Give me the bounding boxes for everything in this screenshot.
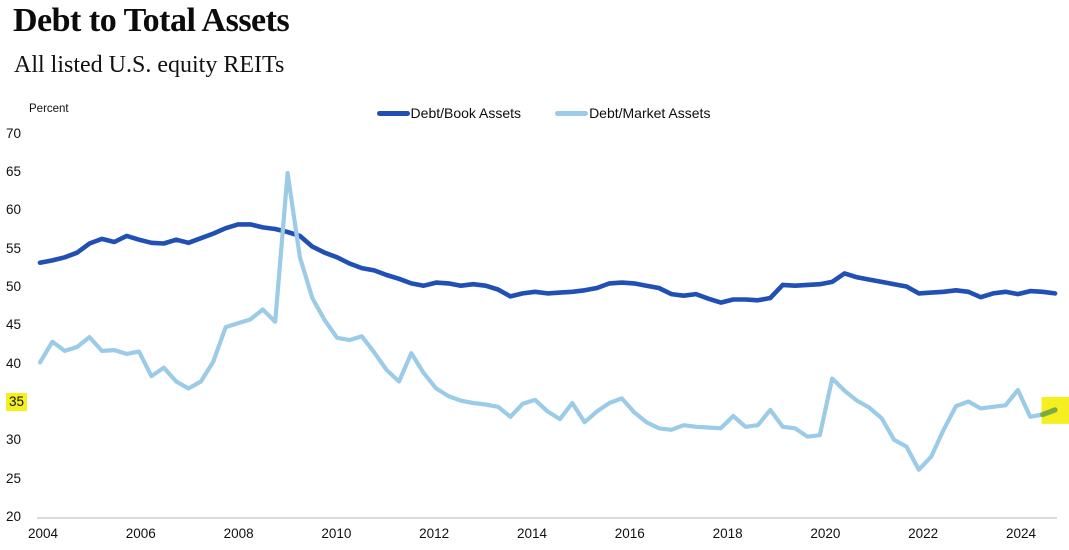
x-tick-label: 2006 — [125, 526, 156, 541]
y-tick-label: 60 — [6, 202, 22, 218]
y-tick-label: 25 — [6, 470, 22, 486]
y-tick-label: 35 — [6, 393, 36, 411]
x-tick-label: 2020 — [810, 526, 841, 541]
x-tick-label: 2008 — [223, 526, 254, 541]
x-tick-label: 2022 — [908, 526, 939, 541]
y-tick-label: 30 — [6, 432, 22, 448]
x-tick-label: 2004 — [27, 526, 59, 541]
y-tick-label: 45 — [6, 317, 22, 333]
debt-book-swatch-icon — [376, 110, 410, 116]
legend-item-debt-market: Debt/Market Assets — [555, 105, 710, 121]
series-line-debt-book-assets — [37, 222, 1058, 305]
y-tick-label: 70 — [6, 125, 22, 141]
page-title: Debt to Total Assets — [13, 2, 290, 39]
x-tick-label: 2024 — [1005, 526, 1037, 541]
x-tick-label: 2018 — [712, 526, 743, 541]
y-axis-unit-label: Percent — [29, 103, 69, 115]
x-tick-label: 2016 — [614, 526, 645, 541]
debt-market-swatch-icon — [555, 110, 589, 116]
legend-label-debt-book: Debt/Book Assets — [410, 105, 522, 121]
y-tick-label: 40 — [6, 355, 22, 371]
y-tick-label: 65 — [6, 164, 22, 179]
x-tick-label: 2010 — [321, 526, 352, 541]
page-subtitle: All listed U.S. equity REITs — [14, 52, 285, 78]
x-tick-label: 2014 — [516, 526, 548, 541]
legend: Debt/Book Assets Debt/Market Assets — [0, 105, 1069, 121]
y-tick-label: 50 — [6, 279, 22, 294]
y-tick-label: 55 — [6, 240, 22, 256]
highlighted-last-segment — [1040, 407, 1058, 418]
legend-item-debt-book: Debt/Book Assets — [376, 105, 522, 121]
legend-label-debt-market: Debt/Market Assets — [589, 105, 711, 121]
x-tick-label: 2012 — [419, 526, 450, 541]
y-tick-label: 20 — [6, 509, 22, 524]
series-line-debt-market-assets — [37, 170, 1058, 472]
